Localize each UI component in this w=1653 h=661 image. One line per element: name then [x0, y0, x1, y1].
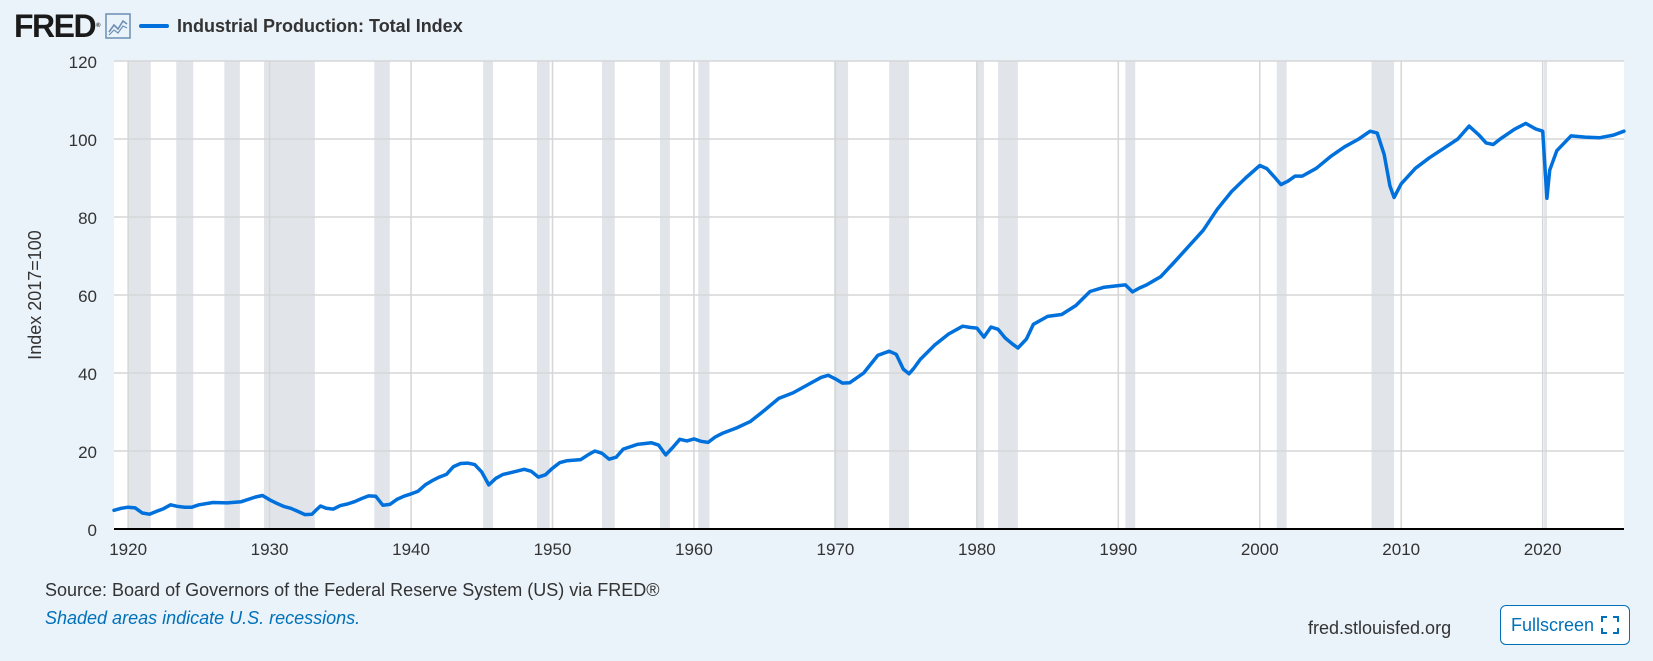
y-tick-label: 100: [69, 131, 97, 150]
y-tick-label: 80: [78, 209, 97, 228]
y-axis-label: Index 2017=100: [25, 230, 45, 360]
recession-note: Shaded areas indicate U.S. recessions.: [45, 608, 361, 628]
series-line: [112, 121, 1626, 517]
x-tick-label: 1930: [251, 540, 289, 559]
x-tick-label: 1940: [392, 540, 430, 559]
chart-header: FRED® Industrial Production: Total Index: [14, 8, 463, 44]
fred-logo[interactable]: FRED®: [14, 8, 100, 44]
x-tick-label: 1970: [816, 540, 854, 559]
x-tick-label: 1950: [534, 540, 572, 559]
y-tick-label: 0: [88, 521, 97, 540]
line-chart-icon: [105, 13, 131, 39]
x-tick-label: 2020: [1524, 540, 1562, 559]
site-link[interactable]: fred.stlouisfed.org: [1308, 618, 1452, 638]
legend-swatch: [139, 24, 170, 28]
x-tick-label: 1990: [1099, 540, 1137, 559]
y-tick-label: 60: [78, 287, 97, 306]
x-tick-label: 1980: [958, 540, 996, 559]
x-tick-label: 1960: [675, 540, 713, 559]
fullscreen-icon: [1601, 616, 1620, 634]
y-tick-label: 40: [78, 365, 97, 384]
x-tick-label: 1920: [109, 540, 147, 559]
y-tick-label: 20: [78, 443, 97, 462]
legend: Industrial Production: Total Index: [139, 16, 463, 37]
logo-registered-mark: ®: [96, 23, 100, 29]
x-tick-label: 2010: [1382, 540, 1420, 559]
source-note: Source: Board of Governors of the Federa…: [45, 580, 660, 600]
fullscreen-label: Fullscreen: [1510, 614, 1595, 635]
fullscreen-button[interactable]: Fullscreen: [1500, 605, 1630, 645]
x-tick-label: 2000: [1241, 540, 1279, 559]
y-tick-label: 120: [69, 53, 97, 72]
legend-series-label: Industrial Production: Total Index: [177, 15, 463, 36]
